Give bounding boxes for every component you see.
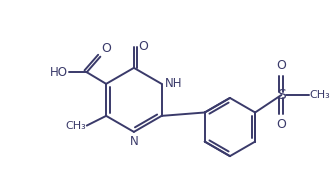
Text: N: N xyxy=(129,135,138,148)
Text: NH: NH xyxy=(165,77,182,90)
Text: S: S xyxy=(277,88,286,102)
Text: O: O xyxy=(277,118,286,131)
Text: O: O xyxy=(139,40,149,53)
Text: HO: HO xyxy=(50,66,68,79)
Text: O: O xyxy=(277,59,286,72)
Text: CH₃: CH₃ xyxy=(65,121,86,131)
Text: O: O xyxy=(101,42,111,55)
Text: CH₃: CH₃ xyxy=(309,90,330,100)
